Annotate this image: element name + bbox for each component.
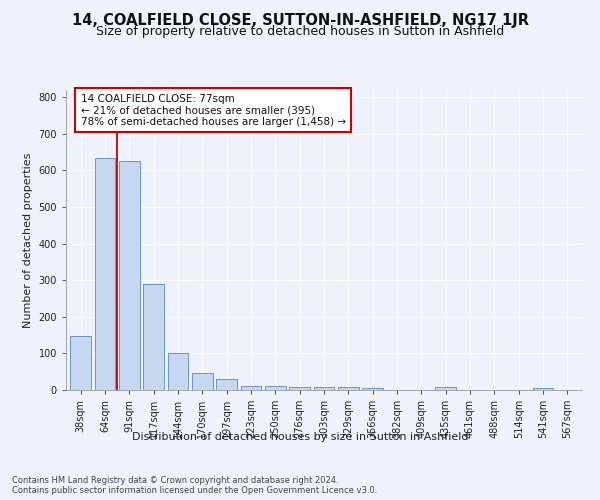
Text: Size of property relative to detached houses in Sutton in Ashfield: Size of property relative to detached ho…: [96, 25, 504, 38]
Bar: [314, 388, 334, 390]
Bar: [216, 379, 237, 390]
Bar: [143, 284, 164, 390]
Bar: [241, 386, 262, 390]
Text: 14 COALFIELD CLOSE: 77sqm
← 21% of detached houses are smaller (395)
78% of semi: 14 COALFIELD CLOSE: 77sqm ← 21% of detac…: [80, 94, 346, 127]
Bar: [338, 387, 359, 390]
Bar: [95, 158, 115, 390]
Y-axis label: Number of detached properties: Number of detached properties: [23, 152, 33, 328]
Bar: [289, 388, 310, 390]
Bar: [192, 373, 212, 390]
Text: 14, COALFIELD CLOSE, SUTTON-IN-ASHFIELD, NG17 1JR: 14, COALFIELD CLOSE, SUTTON-IN-ASHFIELD,…: [71, 12, 529, 28]
Bar: [362, 388, 383, 390]
Bar: [533, 388, 553, 390]
Bar: [119, 162, 140, 390]
Text: Contains HM Land Registry data © Crown copyright and database right 2024.
Contai: Contains HM Land Registry data © Crown c…: [12, 476, 377, 495]
Bar: [265, 386, 286, 390]
Bar: [70, 336, 91, 390]
Bar: [436, 387, 456, 390]
Bar: [167, 352, 188, 390]
Text: Distribution of detached houses by size in Sutton in Ashfield: Distribution of detached houses by size …: [132, 432, 468, 442]
